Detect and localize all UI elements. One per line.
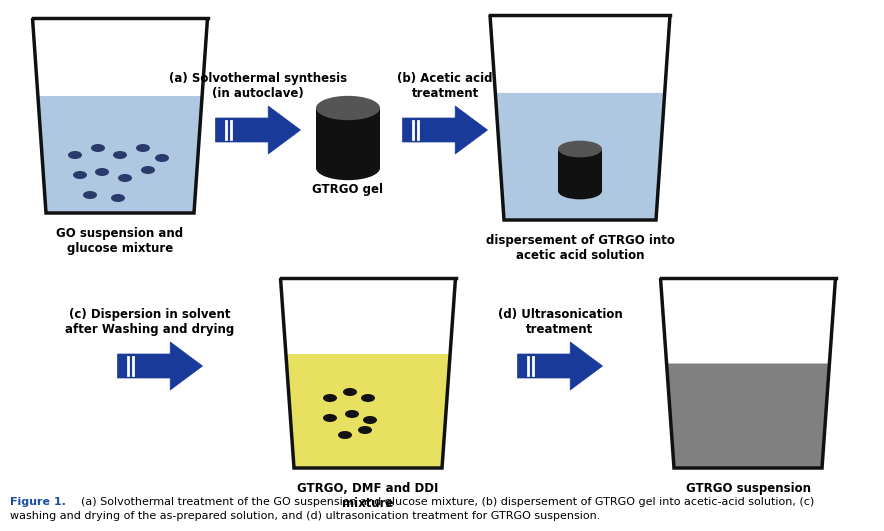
Text: (a) Solvothermal synthesis
(in autoclave): (a) Solvothermal synthesis (in autoclave… — [169, 72, 347, 100]
Polygon shape — [286, 354, 450, 468]
Ellipse shape — [95, 168, 109, 176]
Ellipse shape — [136, 144, 150, 152]
Text: GTRGO, DMF and DDI
mixture: GTRGO, DMF and DDI mixture — [297, 482, 438, 510]
Polygon shape — [216, 106, 301, 154]
Text: (b) Acetic acid
treatment: (b) Acetic acid treatment — [397, 72, 492, 100]
Ellipse shape — [343, 388, 357, 396]
Text: (d) Ultrasonication
treatment: (d) Ultrasonication treatment — [498, 308, 622, 336]
Polygon shape — [495, 93, 665, 220]
Ellipse shape — [316, 156, 380, 180]
Polygon shape — [118, 342, 202, 390]
Polygon shape — [667, 364, 829, 468]
Ellipse shape — [558, 141, 602, 157]
Text: (a) Solvothermal treatment of the GO suspension and glucose mixture, (b) dispers: (a) Solvothermal treatment of the GO sus… — [74, 497, 814, 507]
Ellipse shape — [338, 431, 352, 439]
Ellipse shape — [363, 416, 377, 424]
Ellipse shape — [111, 194, 125, 202]
Bar — [316, 108, 380, 168]
Ellipse shape — [358, 426, 372, 434]
Ellipse shape — [141, 166, 155, 174]
Ellipse shape — [118, 174, 132, 182]
Bar — [558, 149, 602, 191]
Text: GO suspension and
glucose mixture: GO suspension and glucose mixture — [57, 227, 184, 255]
Ellipse shape — [316, 96, 380, 120]
Ellipse shape — [73, 171, 87, 179]
Ellipse shape — [361, 394, 375, 402]
Polygon shape — [402, 106, 487, 154]
Text: GTRGO gel: GTRGO gel — [313, 183, 384, 196]
Ellipse shape — [68, 151, 82, 159]
Text: (c) Dispersion in solvent
after Washing and drying: (c) Dispersion in solvent after Washing … — [65, 308, 234, 336]
Text: Figure 1.: Figure 1. — [10, 497, 66, 507]
Polygon shape — [517, 342, 603, 390]
Text: dispersement of GTRGO into
acetic acid solution: dispersement of GTRGO into acetic acid s… — [485, 234, 674, 262]
Ellipse shape — [155, 154, 169, 162]
Ellipse shape — [83, 191, 97, 199]
Ellipse shape — [558, 183, 602, 199]
Ellipse shape — [91, 144, 105, 152]
Ellipse shape — [323, 414, 337, 422]
Text: GTRGO suspension: GTRGO suspension — [685, 482, 811, 495]
Ellipse shape — [323, 394, 337, 402]
Text: washing and drying of the as-prepared solution, and (d) ultrasonication treatmen: washing and drying of the as-prepared so… — [10, 511, 600, 521]
Polygon shape — [38, 96, 202, 213]
Ellipse shape — [113, 151, 127, 159]
Ellipse shape — [345, 410, 359, 418]
